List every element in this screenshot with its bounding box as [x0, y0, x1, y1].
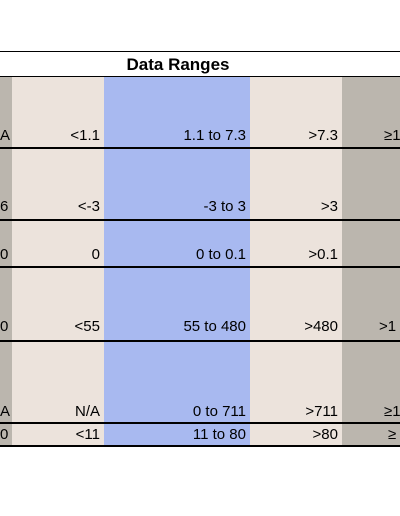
row-separator: [0, 266, 400, 268]
table-cell: >7.3: [308, 127, 338, 144]
table-cell: <55: [74, 318, 100, 335]
table-cell: N/A: [74, 403, 100, 420]
table-cell: >3: [320, 198, 338, 215]
column-band-beige-2: [250, 77, 342, 446]
table-cell: 0: [0, 246, 9, 263]
table-cell: 11 to 80: [192, 426, 246, 443]
table-cell: 55 to 480: [183, 318, 246, 335]
column-band-beige-1: [12, 77, 104, 446]
table-cell: A: [0, 403, 11, 420]
table-cell: 1.1 to 7.3: [183, 127, 246, 144]
table-top-border: [0, 51, 400, 52]
table-cell: >1: [379, 318, 397, 335]
row-separator: [0, 219, 400, 221]
column-band-gray-left: [0, 77, 12, 446]
table-title: Data Ranges: [126, 55, 230, 74]
table-cell: A: [0, 127, 11, 144]
header-bottom-border: [0, 76, 400, 77]
table-cell: >80: [312, 426, 338, 443]
table-cell: >0.1: [308, 246, 338, 263]
table-cell: ≥: [388, 426, 397, 443]
column-band-blue: [104, 77, 250, 446]
table-cell: <-3: [77, 198, 100, 215]
table-cell: >480: [304, 318, 338, 335]
table-cell: 0 to 711: [192, 403, 246, 420]
table-bottom-border: [0, 445, 400, 447]
column-band-gray-right: [342, 77, 400, 446]
table-cell: 0: [91, 246, 100, 263]
table-cell: ≥1: [384, 127, 400, 144]
table-cell: ≥1: [384, 403, 400, 420]
table-cell: 0 to 0.1: [195, 246, 246, 263]
table-cell: -3 to 3: [203, 198, 246, 215]
row-separator: [0, 422, 400, 424]
table-cell: 6: [0, 198, 9, 215]
table-cell: 0: [0, 318, 9, 335]
table-cell: <11: [75, 426, 100, 443]
row-separator: [0, 340, 400, 342]
table-cell: <1.1: [70, 127, 100, 144]
row-separator: [0, 147, 400, 149]
table-cell: 0: [0, 426, 9, 443]
table-cell: >711: [305, 403, 338, 420]
